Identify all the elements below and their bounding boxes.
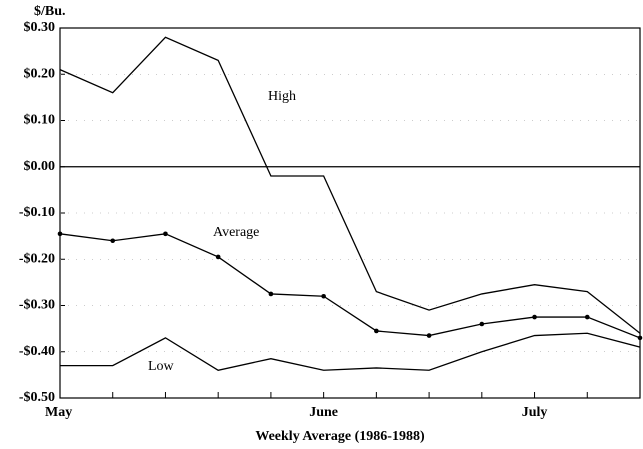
x-tick-label: June: [309, 405, 338, 420]
y-tick-label: -$0.20: [19, 251, 55, 266]
y-tick-label: $0.00: [24, 159, 56, 174]
point: [321, 293, 326, 299]
y-tick-label: $0.30: [24, 20, 56, 35]
point: [215, 254, 221, 260]
point: [374, 328, 379, 334]
point: [57, 231, 63, 237]
series-label: Low: [148, 359, 175, 374]
y-tick-label: $0.10: [24, 113, 56, 128]
x-tick-label: May: [45, 405, 72, 420]
plot-frame: [59, 27, 641, 399]
series-line: [59, 36, 641, 334]
series-label: Average: [213, 225, 259, 240]
y-tick-label: $0.20: [24, 66, 56, 81]
point: [163, 231, 168, 237]
point: [268, 291, 274, 297]
y-tick-label: -$0.40: [19, 344, 55, 359]
point: [110, 238, 116, 244]
point: [426, 333, 432, 338]
point: [479, 321, 485, 327]
x-axis-label: Weekly Average (1986-1988): [255, 429, 425, 444]
point: [532, 314, 537, 320]
x-tick-label: July: [522, 405, 548, 420]
y-tick-label: -$0.30: [19, 298, 55, 313]
series-line: [60, 332, 641, 371]
point: [584, 314, 590, 320]
point: [637, 335, 643, 341]
series-label: High: [268, 89, 296, 104]
y-tick-label: -$0.50: [19, 390, 55, 405]
y-axis-label: $/Bu.: [34, 4, 66, 19]
y-tick-label: -$0.10: [19, 205, 55, 220]
series-line: [59, 233, 641, 339]
